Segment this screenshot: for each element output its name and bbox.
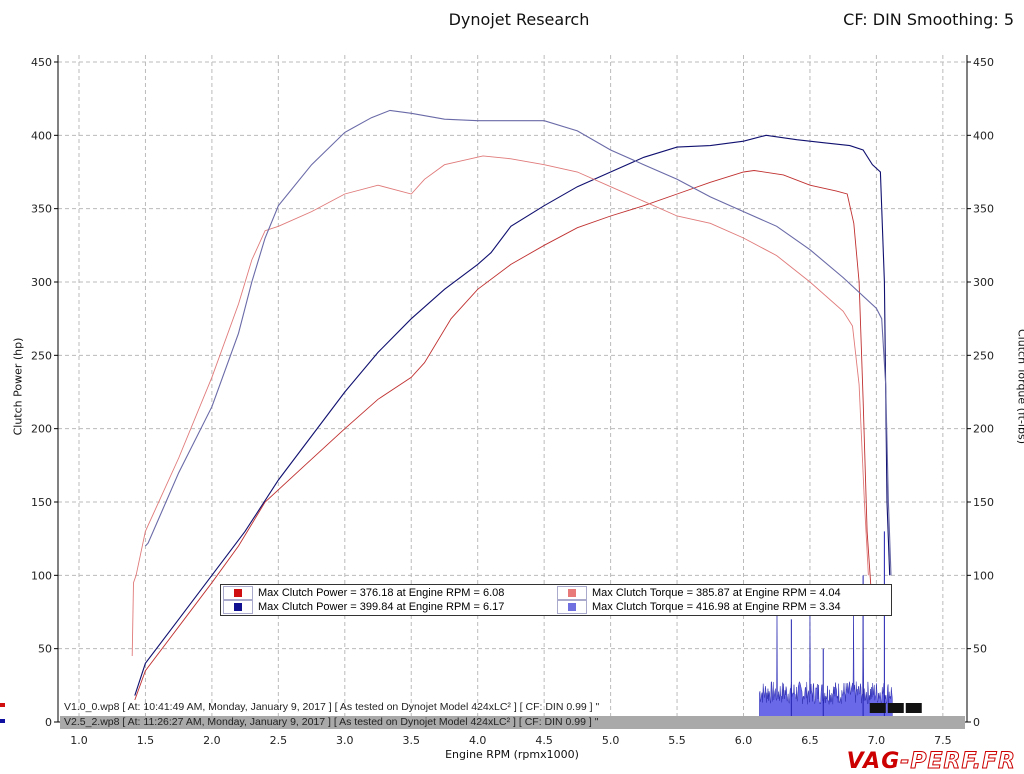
y-tick-label: 50	[38, 643, 52, 656]
x-tick-label: 6.0	[735, 734, 753, 747]
y2-tick-label: 450	[973, 56, 994, 69]
y-tick-label: 100	[31, 569, 52, 582]
y2-axis-label: Clutch Torque (ft-lbs)	[1015, 329, 1024, 444]
x-tick-label: 7.5	[934, 734, 952, 747]
x-tick-label: 5.5	[668, 734, 686, 747]
y2-tick-label: 200	[973, 423, 994, 436]
series-line-2	[134, 134, 891, 696]
y2-tick-label: 50	[973, 643, 987, 656]
series-line-3	[131, 155, 869, 657]
y-tick-label: 200	[31, 423, 52, 436]
x-axis-label: Engine RPM (rpmx1000)	[445, 748, 579, 761]
x-tick-label: 2.0	[203, 734, 221, 747]
dynojet-logo-block	[869, 703, 886, 713]
correction-factor: CF: DIN Smoothing: 5	[843, 10, 1014, 29]
legend-label: Max Clutch Torque = 385.87 at Engine RPM…	[592, 586, 841, 599]
x-tick-label: 7.0	[868, 734, 886, 747]
y2-tick-label: 250	[973, 349, 994, 362]
x-tick-label: 1.5	[137, 734, 155, 747]
x-tick-label: 4.5	[535, 734, 553, 747]
legend-swatch	[568, 589, 576, 597]
run-info-bar	[60, 716, 965, 729]
legend-item: Max Clutch Torque = 416.98 at Engine RPM…	[557, 600, 841, 614]
y2-tick-label: 350	[973, 203, 994, 216]
legend-item: Max Clutch Power = 399.84 at Engine RPM …	[223, 600, 504, 614]
x-tick-label: 3.5	[403, 734, 421, 747]
y-axis-label: Clutch Power (hp)	[11, 337, 25, 436]
legend-label: Max Clutch Power = 399.84 at Engine RPM …	[258, 600, 505, 613]
legend-swatch	[568, 603, 576, 611]
x-tick-label: 3.0	[336, 734, 354, 747]
knock-noise-area	[759, 605, 893, 723]
legend-label: Max Clutch Torque = 416.98 at Engine RPM…	[592, 600, 841, 613]
y-tick-label: 300	[31, 276, 52, 289]
y2-tick-label: 0	[973, 716, 980, 729]
legend-swatch	[234, 589, 242, 597]
chart-title: Dynojet Research	[448, 10, 590, 29]
y-tick-label: 0	[45, 716, 52, 729]
watermark-logo: VAG-PERF.FR	[846, 749, 1016, 774]
legend-swatch	[234, 603, 242, 611]
legend-item: Max Clutch Power = 376.18 at Engine RPM …	[223, 586, 504, 600]
legend-label: Max Clutch Power = 376.18 at Engine RPM …	[258, 586, 505, 599]
y2-tick-label: 300	[973, 276, 994, 289]
series-line-1	[134, 170, 872, 701]
x-tick-label: 5.0	[602, 734, 620, 747]
run-info-1: V1.0_0.wp8 [ At: 10:41:49 AM, Monday, Ja…	[64, 701, 600, 713]
y-tick-label: 250	[31, 349, 52, 362]
dynojet-logo-block	[887, 703, 904, 713]
run-1-marker	[0, 703, 5, 707]
run-info-2: V2.5_2.wp8 [ At: 11:26:27 AM, Monday, Ja…	[64, 716, 599, 728]
x-tick-label: 1.0	[70, 734, 88, 747]
y-tick-label: 350	[31, 203, 52, 216]
y2-tick-label: 400	[973, 129, 994, 142]
x-tick-label: 2.5	[270, 734, 288, 747]
legend: Max Clutch Power = 376.18 at Engine RPM …	[220, 584, 892, 616]
x-tick-label: 6.5	[801, 734, 819, 747]
run-2-marker	[0, 719, 5, 723]
y-tick-label: 150	[31, 496, 52, 509]
dynojet-logo-block	[905, 703, 922, 713]
series-line-4	[144, 109, 892, 576]
x-tick-label: 4.0	[469, 734, 487, 747]
y-tick-label: 400	[31, 129, 52, 142]
y2-tick-label: 150	[973, 496, 994, 509]
y2-tick-label: 100	[973, 569, 994, 582]
y-tick-label: 450	[31, 56, 52, 69]
legend-item: Max Clutch Torque = 385.87 at Engine RPM…	[557, 586, 841, 600]
